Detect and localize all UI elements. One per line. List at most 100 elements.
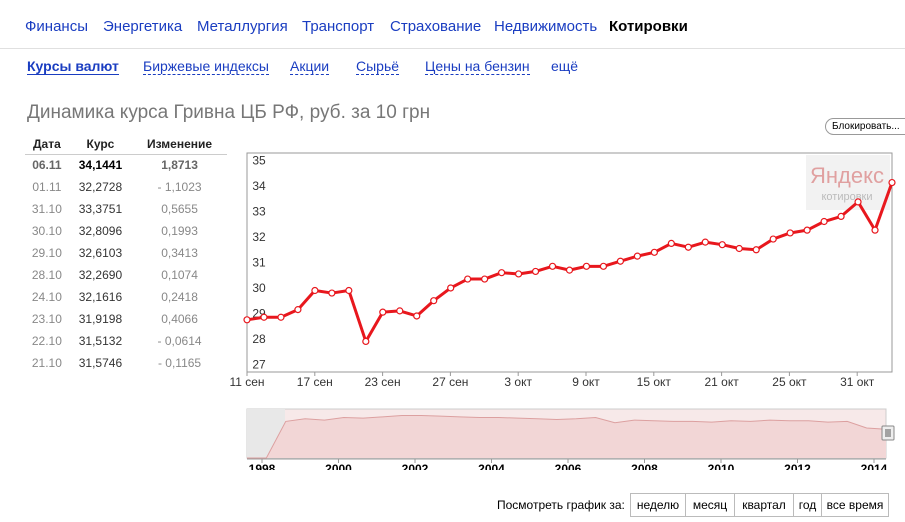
data-point[interactable] xyxy=(243,316,251,324)
period-month-button[interactable]: месяц xyxy=(685,493,735,517)
data-point[interactable] xyxy=(311,286,319,295)
cell-rate: 31,5132 xyxy=(78,334,123,348)
y-tick-label: 28 xyxy=(252,332,266,346)
subnav-indices[interactable]: Биржевые индексы xyxy=(143,58,269,75)
cell-rate: 32,2690 xyxy=(78,268,123,282)
period-year-button[interactable]: год xyxy=(793,493,822,517)
cell-rate: 32,8096 xyxy=(78,224,123,238)
data-point[interactable] xyxy=(667,239,675,248)
y-tick-label: 31 xyxy=(252,256,266,270)
data-point[interactable] xyxy=(514,270,523,278)
data-point[interactable] xyxy=(650,248,658,256)
overview-year-label[interactable]: 2004 xyxy=(478,462,505,470)
data-point[interactable] xyxy=(294,306,302,314)
data-point[interactable] xyxy=(447,284,455,292)
cell-change: - 1,1023 xyxy=(157,180,202,194)
data-point[interactable] xyxy=(481,275,489,283)
cell-date: 29.10 xyxy=(31,246,62,260)
cell-change: 0,1074 xyxy=(161,268,198,282)
watermark-box xyxy=(806,155,890,210)
data-point[interactable] xyxy=(786,229,794,237)
x-tick-label: 31 окт xyxy=(840,375,875,389)
nav-energy[interactable]: Энергетика xyxy=(103,18,183,35)
block-button[interactable]: Блокировать... xyxy=(825,118,905,135)
x-tick-label: 21 окт xyxy=(704,375,739,389)
subnav-currency[interactable]: Курсы валют xyxy=(27,58,119,75)
period-all-button[interactable]: все время xyxy=(821,493,889,517)
data-point[interactable] xyxy=(260,313,268,321)
data-point[interactable] xyxy=(684,243,692,251)
x-tick-label: 23 сен xyxy=(365,375,401,389)
data-point[interactable] xyxy=(871,226,879,234)
data-point[interactable] xyxy=(582,262,591,270)
subnav-more[interactable]: ещё xyxy=(551,58,579,74)
data-point[interactable] xyxy=(888,178,896,187)
overview-year-label[interactable]: 2006 xyxy=(555,462,582,470)
subnav-fuel[interactable]: Цены на бензин xyxy=(425,58,530,75)
cell-date: 01.11 xyxy=(32,180,62,194)
data-point[interactable] xyxy=(328,289,336,297)
data-point[interactable] xyxy=(565,266,574,274)
column-header-rate: Курс xyxy=(68,134,133,155)
overview-year-label[interactable]: 2012 xyxy=(784,462,811,470)
nav-transport[interactable]: Транспорт xyxy=(302,18,375,35)
data-point[interactable] xyxy=(718,241,726,249)
period-label: Посмотреть график за: xyxy=(497,498,625,512)
cell-change: 0,1993 xyxy=(161,224,198,238)
data-point[interactable] xyxy=(735,244,743,253)
data-point[interactable] xyxy=(531,267,540,276)
nav-finance[interactable]: Финансы xyxy=(25,18,88,35)
data-point[interactable] xyxy=(599,262,608,270)
data-point[interactable] xyxy=(345,286,353,295)
cell-rate: 32,6103 xyxy=(78,246,123,260)
data-point[interactable] xyxy=(379,308,387,316)
period-week-button[interactable]: неделю xyxy=(630,493,686,517)
data-point[interactable] xyxy=(498,269,506,277)
watermark-subtitle: котировки xyxy=(821,191,872,203)
subnav-commodities[interactable]: Сырьё xyxy=(356,58,400,75)
overview-year-label[interactable]: 2008 xyxy=(631,462,658,470)
x-tick-label: 27 сен xyxy=(432,375,468,389)
data-point[interactable] xyxy=(464,275,472,283)
nav-realty[interactable]: Недвижимость xyxy=(494,18,598,35)
data-point[interactable] xyxy=(396,307,404,315)
cell-rate: 32,1616 xyxy=(78,290,123,304)
data-point[interactable] xyxy=(752,246,760,254)
cell-date: 28.10 xyxy=(31,268,62,282)
subnav-stocks[interactable]: Акции xyxy=(290,58,330,75)
data-point[interactable] xyxy=(837,212,845,221)
overview-year-label[interactable]: 2000 xyxy=(325,462,352,470)
data-point[interactable] xyxy=(820,217,828,226)
overview-year-label[interactable]: 2014 xyxy=(861,462,888,470)
period-quarter-button[interactable]: квартал xyxy=(734,493,794,517)
data-point[interactable] xyxy=(769,235,777,243)
data-point[interactable] xyxy=(362,337,370,346)
overview-series-area xyxy=(247,415,886,458)
data-point[interactable] xyxy=(701,238,709,246)
nav-insurance[interactable]: Страхование xyxy=(390,18,482,35)
data-point[interactable] xyxy=(430,297,438,305)
overview-series-line xyxy=(247,415,887,459)
data-point[interactable] xyxy=(548,262,557,270)
table-row: 06.11 34,1441 1,8713 xyxy=(25,154,227,176)
quotes-table: Дата Курс Изменение 06.11 34,1441 1,8713 01… xyxy=(25,134,227,374)
nav-quotes[interactable]: Котировки xyxy=(609,18,688,35)
nav-metallurgy[interactable]: Металлургия xyxy=(197,18,288,35)
table-row: 30.10 32,8096 0,1993 xyxy=(25,220,227,242)
data-point[interactable] xyxy=(413,312,421,320)
data-point[interactable] xyxy=(803,226,811,234)
page-title: Динамика курса Гривна ЦБ РФ, руб. за 10 … xyxy=(27,102,431,123)
x-tick-label: 11 сен xyxy=(229,375,264,389)
table-row: 29.10 32,6103 0,3413 xyxy=(25,242,227,264)
data-point[interactable] xyxy=(277,313,285,321)
data-point[interactable] xyxy=(633,252,641,260)
data-point[interactable] xyxy=(854,198,862,206)
cell-date: 21.10 xyxy=(31,356,62,370)
overview-year-label[interactable]: 1998 xyxy=(249,462,276,470)
cell-change: 0,3413 xyxy=(161,246,198,260)
overview-year-label[interactable]: 2010 xyxy=(708,462,735,470)
column-header-date: Дата xyxy=(25,134,69,155)
overview-year-label[interactable]: 2002 xyxy=(402,462,429,470)
data-point[interactable] xyxy=(616,257,625,265)
cell-change: - 0,1165 xyxy=(157,356,202,370)
